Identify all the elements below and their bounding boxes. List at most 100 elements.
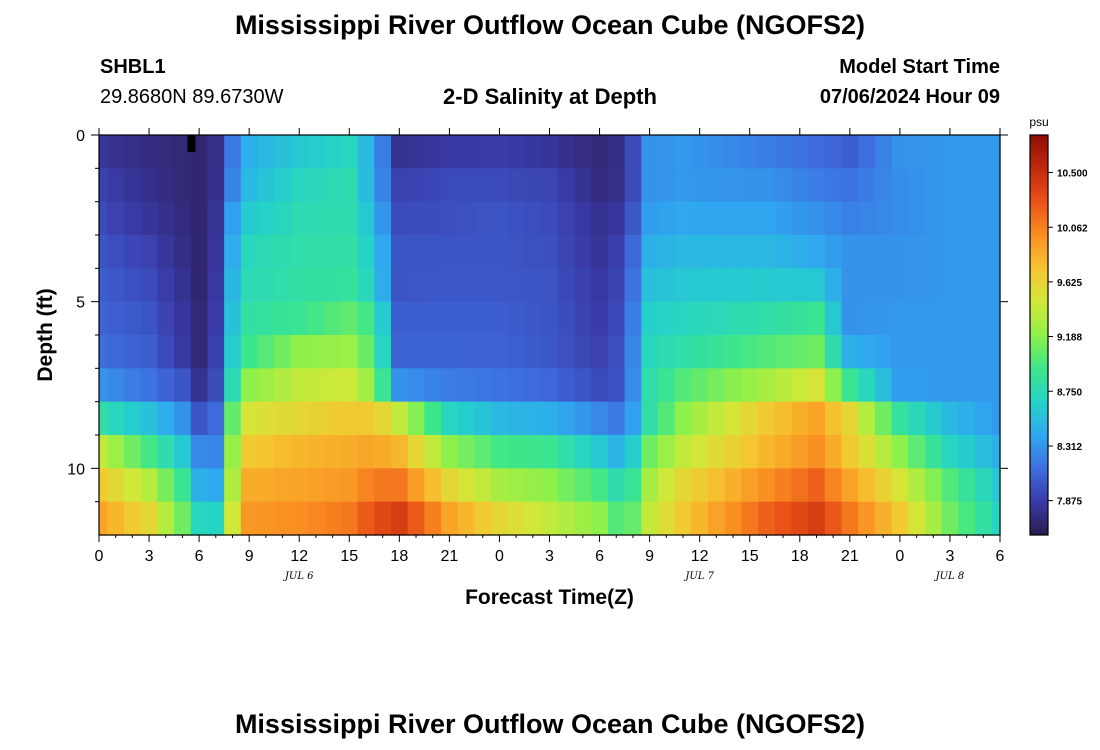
heatmap-cell [357, 135, 375, 169]
heatmap-cell [607, 401, 626, 436]
heatmap-cell [824, 368, 843, 403]
heatmap-cell [891, 468, 909, 503]
heatmap-cell [424, 268, 442, 303]
heatmap-cell [207, 335, 225, 369]
heatmap-cell [357, 368, 375, 403]
heatmap-cell [274, 468, 292, 503]
heatmap-cell [607, 168, 626, 203]
heatmap-cell [507, 368, 526, 403]
heatmap-cell [424, 501, 442, 536]
heatmap-cell [157, 268, 175, 303]
heatmap-cell [340, 401, 359, 436]
heatmap-cell [674, 468, 692, 503]
colorbar-tick-label: 9.625 [1057, 278, 1082, 289]
heatmap-cell [107, 168, 125, 203]
heatmap-cell [657, 468, 676, 503]
x-tick-label: 9 [245, 548, 254, 565]
heatmap-cell [457, 335, 476, 369]
heatmap-cell [240, 335, 259, 369]
heatmap-cell [157, 335, 175, 369]
heatmap-cell [841, 368, 859, 403]
heatmap-cell [274, 335, 292, 369]
heatmap-cell [708, 268, 726, 303]
heatmap-cells [99, 135, 1001, 536]
heatmap-cell [574, 501, 592, 536]
heatmap-cell [891, 135, 909, 169]
heatmap-cell [374, 335, 392, 369]
heatmap-cell [174, 501, 192, 536]
heatmap-cell [557, 235, 576, 269]
x-tick-label: 6 [595, 548, 604, 565]
heatmap-cell [524, 135, 542, 169]
heatmap-cell [424, 401, 442, 436]
heatmap-cell [357, 201, 375, 236]
heatmap-cell [674, 168, 692, 203]
heatmap-cell [958, 301, 976, 336]
heatmap-cell [340, 368, 359, 403]
heatmap-cell [99, 501, 108, 536]
heatmap-cell [641, 501, 659, 536]
heatmap-cell [541, 368, 559, 403]
heatmap-cell [390, 335, 409, 369]
heatmap-cell [140, 201, 158, 236]
heatmap-cell [357, 435, 375, 469]
heatmap-cell [307, 435, 325, 469]
station-id: SHBL1 [100, 56, 166, 78]
heatmap-cell [924, 268, 943, 303]
heatmap-cell [99, 168, 108, 203]
heatmap-cell [174, 301, 192, 336]
heatmap-cell [457, 468, 476, 503]
heatmap-cell [357, 301, 375, 336]
x-tick-label: 21 [440, 548, 458, 565]
heatmap-cell [207, 401, 225, 436]
heatmap-cell [357, 501, 375, 536]
heatmap-cell [591, 201, 609, 236]
heatmap-cell [507, 435, 526, 469]
heatmap-cell [207, 435, 225, 469]
heatmap-cell [791, 468, 809, 503]
heatmap-cell [607, 368, 626, 403]
heatmap-cell [708, 501, 726, 536]
heatmap-cell [374, 401, 392, 436]
heatmap-cell [924, 468, 943, 503]
heatmap-cell [791, 235, 809, 269]
heatmap-cell [357, 401, 375, 436]
heatmap-cell [774, 301, 793, 336]
heatmap-cell [99, 135, 108, 169]
heatmap-cell [307, 168, 325, 203]
heatmap-cell [290, 135, 309, 169]
heatmap-cell [524, 201, 542, 236]
heatmap-cell [441, 501, 459, 536]
heatmap-cell [908, 268, 926, 303]
heatmap-cell [124, 201, 142, 236]
heatmap-cell [841, 268, 859, 303]
heatmap-cell [624, 501, 642, 536]
heatmap-cell [491, 201, 509, 236]
colorbar-gradient [1029, 134, 1049, 536]
heatmap-cell [507, 135, 526, 169]
heatmap-cell [374, 168, 392, 203]
heatmap-cell [99, 235, 108, 269]
heatmap-cell [340, 435, 359, 469]
heatmap-cell [174, 235, 192, 269]
heatmap-cell [991, 201, 1001, 236]
heatmap-cell [641, 301, 659, 336]
heatmap-cell [958, 235, 976, 269]
heatmap-cell [574, 168, 592, 203]
heatmap-cell [691, 501, 709, 536]
heatmap-cell [491, 135, 509, 169]
heatmap-cell [991, 401, 1001, 436]
heatmap-cell [574, 435, 592, 469]
heatmap-cell [124, 468, 142, 503]
heatmap-cell [390, 235, 409, 269]
heatmap-cell [958, 335, 976, 369]
heatmap-cell [240, 135, 259, 169]
heatmap-cell [174, 435, 192, 469]
heatmap-cell [340, 201, 359, 236]
heatmap-cell [457, 368, 476, 403]
heatmap-cell [574, 335, 592, 369]
heatmap-cell [557, 335, 576, 369]
heatmap-cell [240, 368, 259, 403]
heatmap-cell [774, 368, 793, 403]
heatmap-cell [407, 435, 425, 469]
